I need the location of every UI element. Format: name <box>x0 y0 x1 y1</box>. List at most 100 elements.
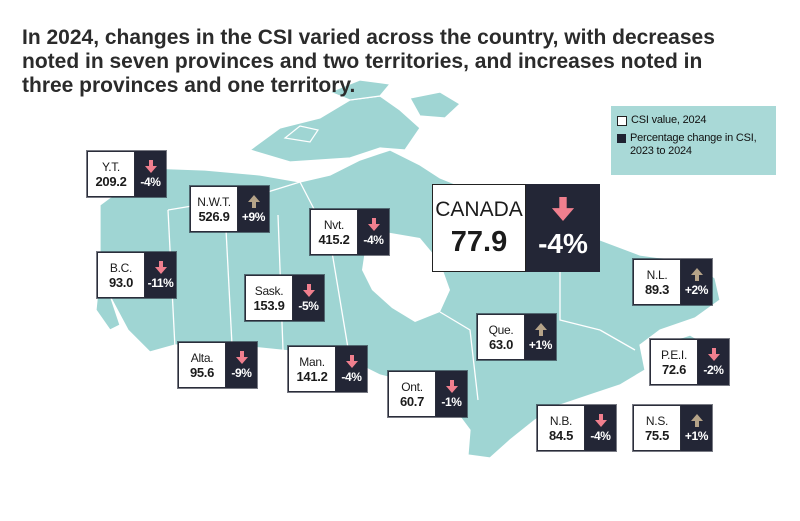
canada-change: -4% <box>538 228 588 259</box>
badge-nl: N.L. 89.3 +2% <box>633 259 712 305</box>
legend: CSI value, 2024 Percentage change in CSI… <box>611 106 776 175</box>
region-value: 415.2 <box>318 231 350 247</box>
region-value: 75.5 <box>644 427 670 443</box>
region-name: Nvt. <box>323 217 345 232</box>
badge-value-box: P.E.I. 72.6 <box>650 339 698 385</box>
arrow-up-icon <box>247 194 260 208</box>
region-name: Alta. <box>190 350 214 365</box>
region-value: 63.0 <box>488 336 514 352</box>
badge-value-box: Ont. 60.7 <box>388 371 436 417</box>
badge-value-box: Sask. 153.9 <box>245 275 293 321</box>
badge-change-box: -9% <box>226 342 257 388</box>
badge-value-box: Man. 141.2 <box>288 346 336 392</box>
region-name: Que. <box>488 322 514 337</box>
badge-change-box: -4% <box>135 151 166 197</box>
region-change: +1% <box>528 337 553 352</box>
badge-value-box: N.W.T. 526.9 <box>190 186 238 232</box>
region-value: 526.9 <box>198 208 230 224</box>
badge-value-box: N.S. 75.5 <box>633 405 681 451</box>
arctic-islands <box>248 95 421 163</box>
arrow-down-icon <box>235 350 248 364</box>
badge-value-box: N.B. 84.5 <box>537 405 585 451</box>
region-change: +9% <box>241 209 266 224</box>
region-change: +2% <box>684 282 709 297</box>
region-value: 72.6 <box>661 361 687 377</box>
badge-ont: Ont. 60.7 -1% <box>388 371 467 417</box>
arrow-down-icon <box>154 260 167 274</box>
canada-badge: CANADA 77.9 -4% <box>432 184 600 272</box>
region-name: N.B. <box>549 413 573 428</box>
badge-value-box: Nvt. 415.2 <box>310 209 358 255</box>
title-line-2: noted in seven provinces and two territo… <box>22 50 703 73</box>
arrow-down-icon <box>594 413 607 427</box>
badge-change-box: -1% <box>436 371 467 417</box>
badge-change-box: -2% <box>698 339 729 385</box>
legend-item-change: Percentage change in CSI, 2023 to 2024 <box>617 132 757 158</box>
region-value: 153.9 <box>253 297 285 313</box>
badge-yt: Y.T. 209.2 -4% <box>87 151 166 197</box>
badge-bc: B.C. 93.0 -11% <box>97 252 176 298</box>
region-value: 84.5 <box>548 427 574 443</box>
arrow-up-icon <box>690 267 703 281</box>
arrow-down-icon <box>144 159 157 173</box>
arrow-down-icon <box>707 347 720 361</box>
badge-value-box: Que. 63.0 <box>477 314 525 360</box>
region-change: -2% <box>703 362 724 377</box>
region-name: N.W.T. <box>197 194 231 209</box>
badge-value-box: Y.T. 209.2 <box>87 151 135 197</box>
region-value: 209.2 <box>95 173 127 189</box>
region-change: -4% <box>140 174 161 189</box>
title-line-1: In 2024, changes in the CSI varied acros… <box>22 26 715 49</box>
legend-swatch-dark <box>617 134 626 143</box>
badge-change-box: +2% <box>681 259 712 305</box>
region-change: -1% <box>441 394 462 409</box>
badge-value-box: B.C. 93.0 <box>97 252 145 298</box>
region-name: N.L. <box>646 267 668 282</box>
badge-change-box: -4% <box>336 346 367 392</box>
region-value: 89.3 <box>644 281 670 297</box>
badge-change-box: +1% <box>681 405 712 451</box>
canada-value-box: CANADA 77.9 <box>432 184 526 272</box>
badge-value-box: N.L. 89.3 <box>633 259 681 305</box>
badge-alta: Alta. 95.6 -9% <box>178 342 257 388</box>
region-change: -4% <box>590 428 611 443</box>
arrow-down-icon <box>345 354 358 368</box>
title-line-3: three provinces and one territory. <box>22 74 356 97</box>
region-change: -11% <box>147 275 174 290</box>
badge-que: Que. 63.0 +1% <box>477 314 556 360</box>
canada-arrow-down-icon <box>551 197 575 221</box>
canada-change-box: -4% <box>526 184 600 272</box>
badge-value-box: Alta. 95.6 <box>178 342 226 388</box>
region-name: Ont. <box>401 379 423 394</box>
legend-change-label-2: 2023 to 2024 <box>630 145 692 157</box>
badge-man: Man. 141.2 -4% <box>288 346 367 392</box>
arrow-up-icon <box>534 322 547 336</box>
arrow-up-icon <box>690 413 703 427</box>
chart-title: In 2024, changes in the CSI varied acros… <box>22 26 742 98</box>
badge-change-box: -4% <box>585 405 616 451</box>
region-name: Sask. <box>254 283 284 298</box>
arrow-down-icon <box>302 283 315 297</box>
region-name: B.C. <box>109 260 133 275</box>
region-name: Man. <box>299 354 325 369</box>
arrow-down-icon <box>367 217 380 231</box>
region-change: +1% <box>684 428 709 443</box>
arrow-down-icon <box>445 379 458 393</box>
badge-change-box: -11% <box>145 252 176 298</box>
region-name: N.S. <box>645 413 669 428</box>
badge-pei: P.E.I. 72.6 -2% <box>650 339 729 385</box>
badge-change-box: +9% <box>238 186 269 232</box>
legend-value-label: CSI value, 2024 <box>631 114 707 126</box>
legend-swatch-white <box>617 116 627 126</box>
canada-name: CANADA <box>435 198 523 221</box>
badge-change-box: +1% <box>525 314 556 360</box>
region-change: -5% <box>298 298 319 313</box>
badge-change-box: -4% <box>358 209 389 255</box>
region-value: 93.0 <box>108 274 134 290</box>
legend-change-label-1: Percentage change in CSI, <box>630 132 757 144</box>
badge-sask: Sask. 153.9 -5% <box>245 275 324 321</box>
region-change: -9% <box>231 365 252 380</box>
region-change: -4% <box>341 369 362 384</box>
legend-item-value: CSI value, 2024 <box>617 114 706 127</box>
badge-nb: N.B. 84.5 -4% <box>537 405 616 451</box>
